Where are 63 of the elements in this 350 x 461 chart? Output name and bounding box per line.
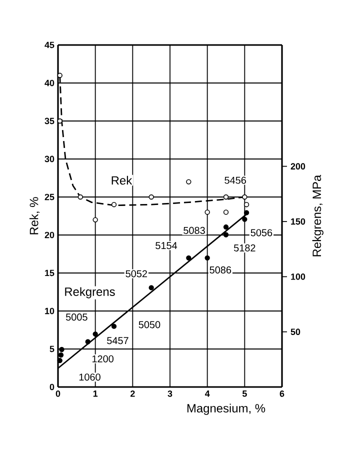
y-tick-label: 5	[50, 346, 54, 352]
point	[242, 194, 248, 200]
point	[111, 202, 117, 208]
annotation: 5052	[126, 270, 147, 278]
annotation: 5086	[210, 266, 232, 274]
y2-tick-label: 200	[290, 163, 306, 170]
y-tick-label: 20	[44, 232, 54, 238]
y2-tick-label: 50	[290, 328, 300, 336]
point	[111, 324, 117, 329]
point	[59, 346, 64, 352]
y-tick-label: 15	[45, 270, 54, 276]
y2-tick-label: 100	[291, 273, 306, 280]
point	[186, 255, 192, 261]
point	[223, 194, 229, 200]
point	[242, 216, 248, 222]
x-tick-label: 2	[130, 390, 135, 397]
y-tick-label: 40	[44, 80, 54, 86]
point	[186, 179, 192, 184]
annotation: 5050	[138, 321, 160, 328]
y2-tick-label: 150	[291, 218, 306, 225]
point	[204, 255, 210, 261]
point	[223, 232, 229, 238]
point	[204, 210, 210, 215]
annotation: 5083	[184, 226, 205, 234]
annotation: 1060	[79, 374, 100, 381]
annotation: 5456	[224, 176, 246, 184]
y-tick-label: 35	[44, 118, 54, 124]
x-tick-label: 3	[168, 390, 172, 397]
annotation: 1200	[92, 355, 114, 362]
x-tick-label: 5	[242, 390, 247, 397]
point	[57, 358, 62, 364]
annotation: 5056	[250, 229, 272, 236]
point	[57, 72, 62, 78]
point	[92, 331, 98, 337]
x-tick-label: 0	[56, 390, 60, 397]
point	[78, 194, 83, 200]
point	[57, 118, 62, 124]
point	[244, 202, 250, 208]
x-tick-label: 4	[204, 390, 210, 397]
annotation: 5005	[66, 314, 88, 321]
annotation: 5154	[156, 242, 178, 250]
point	[148, 194, 154, 200]
y-axis-title: Rek, %	[29, 197, 40, 234]
y-tick-label: 25	[44, 194, 54, 200]
point	[148, 285, 154, 290]
y2-axis-title: Rekgrens, MPa	[312, 174, 324, 256]
x-axis-title: Magnesium, %	[187, 404, 266, 415]
text: Rekgrens	[65, 287, 115, 298]
y-tick-label: 45	[44, 42, 54, 48]
point	[92, 217, 98, 222]
point	[244, 210, 250, 216]
x-tick-label: 1	[93, 390, 98, 397]
y-tick-label: 30	[44, 156, 54, 162]
annotation: 5457	[107, 337, 128, 344]
point	[223, 224, 229, 230]
point	[85, 339, 90, 344]
annotation: 5182	[234, 244, 256, 252]
point	[58, 352, 64, 358]
y-tick-label: 0	[50, 384, 54, 390]
y-tick-label: 10	[45, 308, 54, 314]
point	[223, 210, 229, 215]
series-label: Rek	[112, 176, 132, 185]
x-tick-label: 6	[280, 390, 284, 397]
